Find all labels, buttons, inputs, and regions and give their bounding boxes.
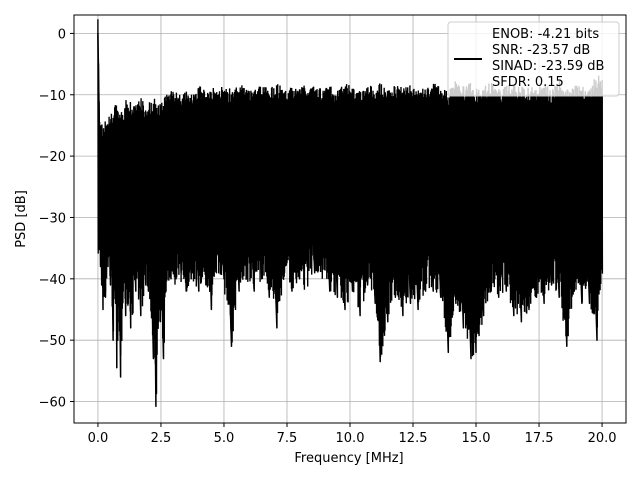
- y-axis-ticks: 0 −10 −20 −30 −40 −50 −60: [39, 27, 74, 411]
- x-tick-label: 7.5: [277, 431, 298, 446]
- y-tick-label: −10: [39, 89, 66, 104]
- x-tick-label: 0.0: [88, 431, 109, 446]
- x-tick-label: 12.5: [399, 431, 428, 446]
- legend-sfdr: SFDR: 0.15: [492, 75, 564, 90]
- legend-box: [447, 21, 620, 97]
- y-tick-label: −60: [39, 396, 66, 411]
- y-tick-label: −20: [39, 150, 66, 165]
- y-tick-label: 0: [58, 27, 66, 42]
- x-tick-label: 20.0: [588, 431, 617, 446]
- x-tick-label: 17.5: [525, 431, 554, 446]
- x-axis-label: Frequency [MHz]: [294, 451, 403, 466]
- y-tick-label: −40: [39, 273, 66, 288]
- y-tick-label: −50: [39, 334, 66, 349]
- y-tick-label: −30: [39, 211, 66, 226]
- x-tick-label: 5.0: [214, 431, 235, 446]
- legend: ENOB: -4.21 bits SNR: -23.57 dB SINAD: -…: [447, 21, 620, 97]
- y-axis-label: PSD [dB]: [14, 190, 29, 248]
- x-tick-label: 2.5: [151, 431, 172, 446]
- x-tick-label: 10.0: [336, 431, 365, 446]
- legend-enob: ENOB: -4.21 bits: [492, 27, 599, 42]
- x-tick-label: 15.0: [462, 431, 491, 446]
- psd-line: [97, 33, 603, 408]
- x-axis-ticks: 0.0 2.5 5.0 7.5 10.0 12.5 15.0 17.5 20.0: [88, 423, 617, 446]
- legend-sinad: SINAD: -23.59 dB: [492, 59, 604, 74]
- legend-snr: SNR: -23.57 dB: [492, 43, 590, 58]
